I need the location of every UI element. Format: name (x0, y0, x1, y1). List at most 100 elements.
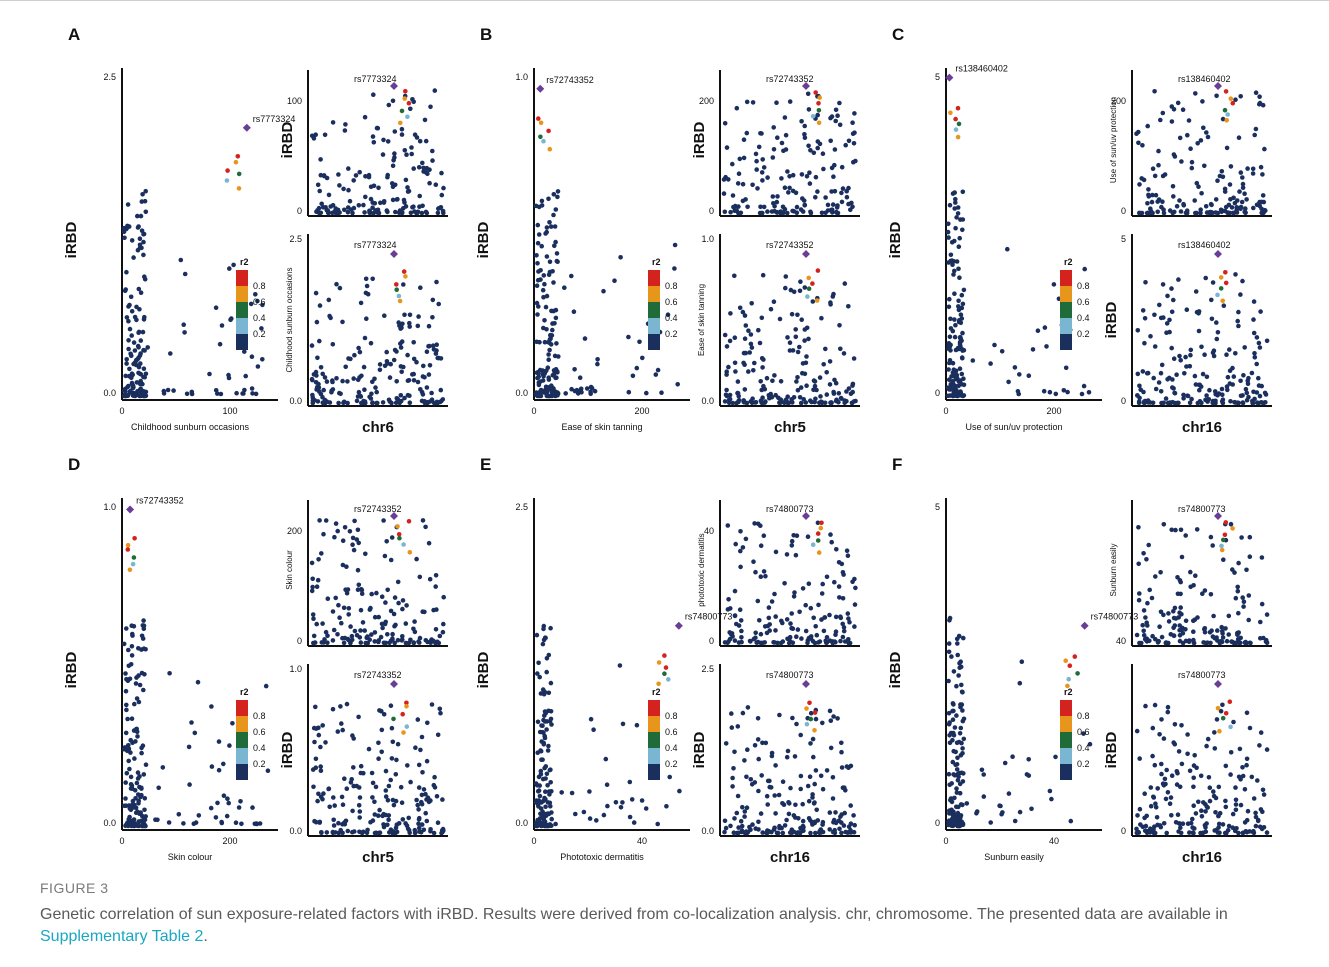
data-point (1217, 173, 1223, 179)
data-point (740, 710, 746, 716)
data-point (323, 740, 328, 745)
data-point (627, 779, 633, 785)
data-point (1261, 792, 1267, 797)
data-point (391, 357, 397, 363)
data-point (1161, 522, 1167, 527)
data-point (774, 100, 779, 105)
supplementary-table-link[interactable]: Supplementary Table 2 (40, 928, 204, 945)
data-point (812, 781, 817, 787)
legend-swatch (648, 334, 660, 350)
data-point (743, 197, 748, 202)
data-point (956, 673, 961, 678)
data-point (128, 388, 133, 394)
data-point (407, 312, 413, 318)
data-point (1170, 184, 1176, 189)
right-bottom-y-tick: 0 (1121, 396, 1126, 406)
data-point (1251, 205, 1256, 211)
data-point (1209, 297, 1214, 303)
data-point (1258, 730, 1264, 735)
data-point (123, 803, 129, 808)
data-point (1005, 246, 1010, 252)
data-point (841, 572, 846, 577)
data-point (362, 335, 368, 341)
right-bottom-y-tick: 2.5 (289, 234, 302, 244)
data-point (399, 369, 405, 375)
data-point (954, 215, 959, 220)
data-point (356, 582, 362, 588)
data-point (1159, 771, 1164, 777)
data-point (1240, 765, 1245, 770)
data-point (948, 797, 953, 803)
data-point (548, 625, 553, 631)
data-point (548, 804, 553, 809)
lead-snp-point (390, 512, 398, 520)
data-point (744, 130, 750, 136)
data-point (341, 640, 347, 646)
data-point (1137, 806, 1143, 812)
data-point (402, 312, 407, 318)
data-point (536, 232, 542, 237)
data-point (350, 733, 355, 738)
data-point (336, 400, 341, 406)
data-point (1148, 785, 1154, 790)
data-point (612, 278, 617, 284)
data-point (853, 585, 858, 591)
data-point (838, 638, 843, 644)
left-y-tick: 0.0 (515, 388, 528, 398)
data-point (815, 268, 821, 273)
data-point (1223, 763, 1229, 769)
data-point (834, 205, 840, 210)
data-point (981, 794, 987, 799)
data-point (348, 780, 354, 785)
data-point (784, 552, 790, 557)
data-point (1172, 623, 1178, 628)
data-point (1162, 776, 1168, 782)
data-point (812, 820, 817, 826)
data-point (394, 282, 399, 287)
legend-swatch (236, 732, 248, 748)
data-point (792, 754, 798, 759)
panel-letter-d: D (68, 455, 80, 474)
right-top-lead-snp-label: rs74800773 (766, 504, 814, 514)
data-point (1151, 794, 1156, 800)
data-point (1200, 99, 1205, 104)
data-point (1136, 525, 1141, 530)
panel-letter-a: A (68, 25, 80, 44)
data-point (370, 795, 375, 800)
data-point (749, 301, 754, 306)
data-point (846, 138, 852, 144)
data-point (587, 816, 593, 821)
data-point (1190, 830, 1196, 835)
data-point (766, 605, 772, 610)
data-point (802, 132, 807, 137)
data-point (1259, 210, 1264, 216)
data-point (838, 346, 843, 352)
data-point (948, 110, 953, 116)
data-point (411, 371, 417, 377)
data-point (1218, 275, 1224, 280)
data-point (195, 679, 201, 685)
data-point (813, 830, 818, 836)
data-point (409, 151, 415, 157)
data-point (317, 819, 323, 825)
data-point (759, 356, 765, 361)
data-point (350, 210, 355, 216)
data-point (1177, 610, 1182, 615)
data-point (742, 362, 747, 368)
data-point (333, 595, 339, 601)
data-point (544, 727, 549, 732)
right-bottom-y-tick: 1.0 (289, 664, 302, 674)
data-point (1218, 708, 1224, 714)
data-point (555, 189, 561, 194)
data-point (542, 318, 547, 323)
data-point (215, 800, 220, 806)
data-point (1169, 309, 1175, 315)
data-point (584, 386, 590, 391)
data-point (1086, 390, 1092, 395)
data-point (569, 273, 574, 279)
data-point (812, 800, 817, 805)
data-point (546, 690, 552, 696)
data-point (1230, 365, 1235, 371)
data-point (817, 829, 822, 834)
